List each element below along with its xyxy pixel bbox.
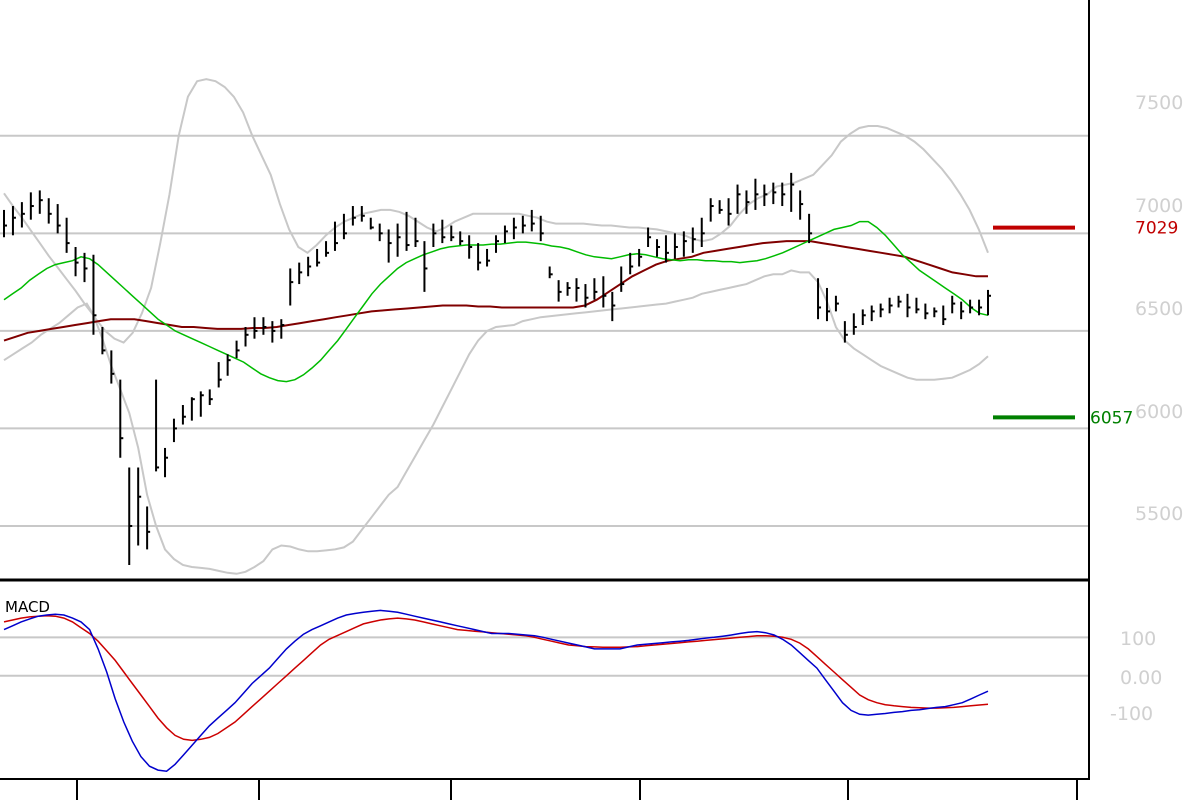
y-tick-5500: 5500 (1135, 503, 1183, 525)
y-tick-6000: 6000 (1135, 401, 1183, 423)
macd-title: MACD (5, 598, 50, 616)
bollinger-lower-band (3, 192, 989, 575)
bollinger-upper-band (3, 78, 989, 362)
macd-tick-minus100: -100 (1110, 703, 1153, 725)
y-tick-6500: 6500 (1135, 298, 1183, 320)
x-axis-ticks (76, 779, 1078, 800)
bollinger-bands (3, 78, 989, 575)
slow-moving-average-line (3, 240, 988, 342)
macd-lines (3, 609, 989, 772)
macd-tick-100: 100 (1120, 628, 1156, 650)
y-tick-7500: 7500 (1135, 92, 1183, 114)
price-gridlines (0, 134, 1089, 527)
macd-line (3, 609, 989, 772)
macd-tick-0: 0.00 (1120, 667, 1162, 689)
price-bars (3, 172, 991, 565)
y-tick-7000: 7000 (1135, 195, 1183, 217)
support-level-label: 6057 (1090, 408, 1133, 428)
resistance-level-label: 7029 (1135, 219, 1178, 239)
